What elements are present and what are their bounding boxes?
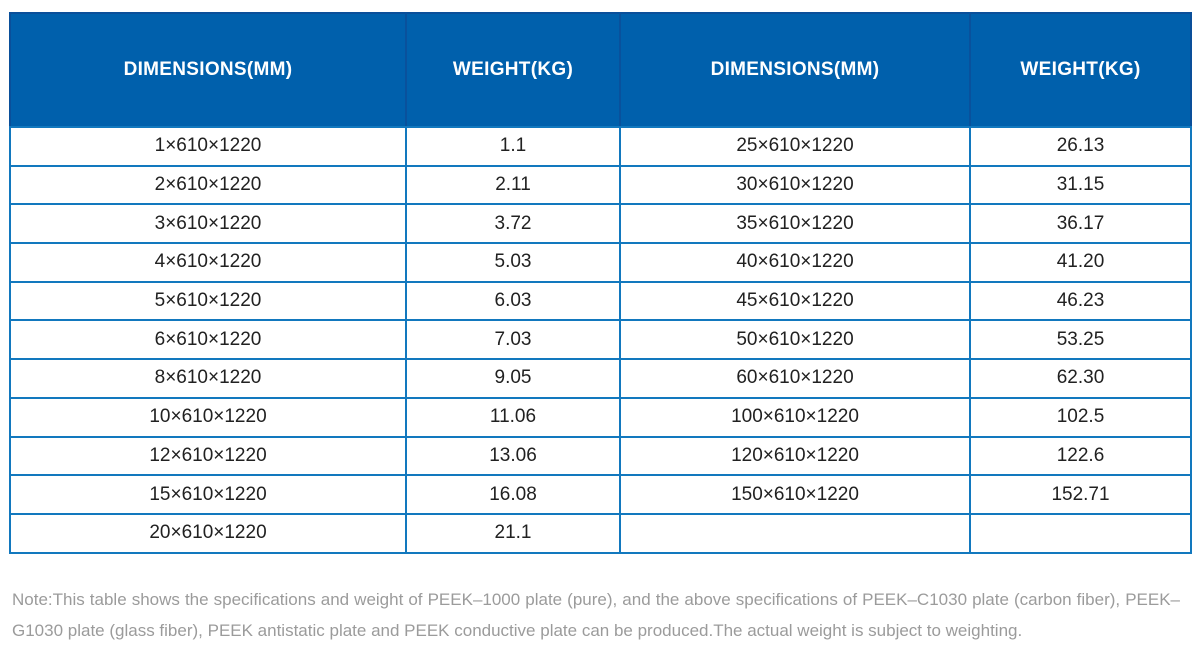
weight-cell: 11.06 (405, 396, 621, 438)
dimensions-cell: 40×610×1220 (619, 242, 971, 283)
dimensions-cell: 1×610×1220 (9, 126, 407, 167)
dimensions-cell: 15×610×1220 (9, 474, 407, 515)
dimensions-cell: 45×610×1220 (619, 280, 971, 322)
dimensions-cell: 4×610×1220 (9, 242, 407, 283)
column-header-weight: WEIGHT(KG) (405, 12, 621, 128)
weight-cell: 152.71 (969, 474, 1192, 515)
column-header-weight: WEIGHT(KG) (969, 12, 1192, 128)
weight-cell: 122.6 (969, 435, 1192, 477)
table-row: 4×610×1220 5.03 40×610×1220 41.20 (9, 242, 1192, 283)
table-row: 3×610×1220 3.72 35×610×1220 36.17 (9, 203, 1192, 245)
dimensions-cell: 6×610×1220 (9, 319, 407, 361)
dimensions-cell: 100×610×1220 (619, 396, 971, 438)
dimensions-cell: 10×610×1220 (9, 396, 407, 438)
dimensions-cell: 5×610×1220 (9, 280, 407, 322)
dimensions-cell: 35×610×1220 (619, 203, 971, 245)
weight-cell: 13.06 (405, 435, 621, 477)
weight-cell: 3.72 (405, 203, 621, 245)
column-header-dimensions: DIMENSIONS(MM) (619, 12, 971, 128)
header-row: DIMENSIONS(MM) WEIGHT(KG) DIMENSIONS(MM) WE… (9, 12, 1192, 128)
table-row: 12×610×1220 13.06 120×610×1220 122.6 (9, 435, 1192, 477)
weight-cell: 36.17 (969, 203, 1192, 245)
weight-cell: 1.1 (405, 126, 621, 167)
table-header: DIMENSIONS(MM) WEIGHT(KG) DIMENSIONS(MM) WE… (9, 12, 1192, 128)
table-row: 5×610×1220 6.03 45×610×1220 46.23 (9, 280, 1192, 322)
weight-cell: 7.03 (405, 319, 621, 361)
weight-cell: 62.30 (969, 358, 1192, 399)
peek-plate-spec-table: DIMENSIONS(MM) WEIGHT(KG) DIMENSIONS(MM) WE… (9, 12, 1192, 554)
weight-cell: 31.15 (969, 164, 1192, 206)
table-body: 1×610×1220 1.1 25×610×1220 26.13 2×610×1220 2… (9, 126, 1192, 554)
table-row: 8×610×1220 9.05 60×610×1220 62.30 (9, 358, 1192, 399)
dimensions-cell (619, 512, 971, 554)
weight-cell: 41.20 (969, 242, 1192, 283)
weight-cell: 21.1 (405, 512, 621, 554)
dimensions-cell: 2×610×1220 (9, 164, 407, 206)
dimensions-cell: 3×610×1220 (9, 203, 407, 245)
weight-cell: 26.13 (969, 126, 1192, 167)
table-row: 1×610×1220 1.1 25×610×1220 26.13 (9, 126, 1192, 167)
weight-cell: 46.23 (969, 280, 1192, 322)
table-row: 6×610×1220 7.03 50×610×1220 53.25 (9, 319, 1192, 361)
weight-cell: 53.25 (969, 319, 1192, 361)
table-row: 2×610×1220 2.11 30×610×1220 31.15 (9, 164, 1192, 206)
dimensions-cell: 60×610×1220 (619, 358, 971, 399)
table-row: 20×610×1220 21.1 (9, 512, 1192, 554)
weight-cell: 102.5 (969, 396, 1192, 438)
weight-cell: 2.11 (405, 164, 621, 206)
weight-cell: 6.03 (405, 280, 621, 322)
table-row: 10×610×1220 11.06 100×610×1220 102.5 (9, 396, 1192, 438)
dimensions-cell: 25×610×1220 (619, 126, 971, 167)
dimensions-cell: 30×610×1220 (619, 164, 971, 206)
table-row: 15×610×1220 16.08 150×610×1220 152.71 (9, 474, 1192, 515)
dimensions-cell: 20×610×1220 (9, 512, 407, 554)
dimensions-cell: 50×610×1220 (619, 319, 971, 361)
dimensions-cell: 150×610×1220 (619, 474, 971, 515)
dimensions-cell: 8×610×1220 (9, 358, 407, 399)
column-header-dimensions: DIMENSIONS(MM) (9, 12, 407, 128)
weight-cell: 5.03 (405, 242, 621, 283)
dimensions-cell: 12×610×1220 (9, 435, 407, 477)
weight-cell (969, 512, 1192, 554)
weight-cell: 9.05 (405, 358, 621, 399)
weight-cell: 16.08 (405, 474, 621, 515)
note-text: Note:This table shows the specifications… (12, 590, 1180, 640)
dimensions-cell: 120×610×1220 (619, 435, 971, 477)
